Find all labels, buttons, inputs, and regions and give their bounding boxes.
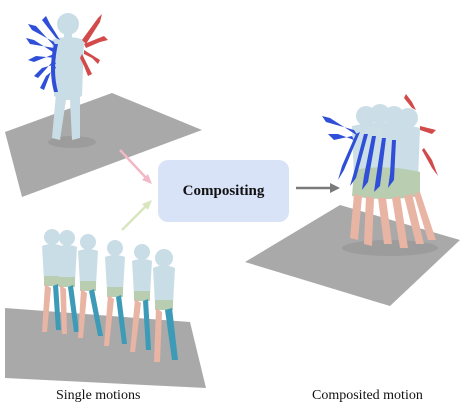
arrow-green-icon [121, 200, 152, 231]
caption-composited-motion: Composited motion [312, 388, 423, 403]
torso [52, 37, 84, 100]
walker-1 [42, 229, 62, 332]
walker-6 [153, 249, 178, 362]
floor-right [245, 205, 460, 306]
head [57, 13, 79, 35]
compositing-label: Compositing [182, 182, 265, 199]
leg-right [70, 94, 80, 140]
walker-5 [130, 244, 152, 352]
arrow-pink-icon [119, 149, 152, 184]
walker-3 [78, 234, 103, 338]
arrow-right-icon [296, 183, 340, 193]
blue-arm-poses [26, 16, 60, 92]
caption-single-motions: Single motions [56, 388, 141, 403]
single-motion-walking-sequence [5, 229, 206, 388]
leg-left [52, 94, 66, 140]
neck [64, 33, 72, 39]
walker-4 [104, 240, 127, 346]
red-arm-poses [80, 14, 108, 76]
single-motion-arms-figure [5, 13, 202, 197]
walker-2 [57, 230, 79, 334]
compositing-box: Compositing [158, 160, 289, 222]
composited-motion-figure [245, 94, 460, 306]
